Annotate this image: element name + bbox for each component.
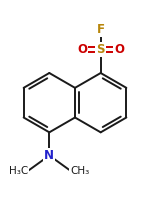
Text: H₃C: H₃C [9, 166, 29, 176]
Text: O: O [114, 43, 124, 56]
Text: F: F [97, 23, 105, 36]
Text: S: S [96, 43, 105, 56]
Text: N: N [44, 149, 54, 162]
Text: O: O [77, 43, 87, 56]
Text: CH₃: CH₃ [70, 166, 89, 176]
